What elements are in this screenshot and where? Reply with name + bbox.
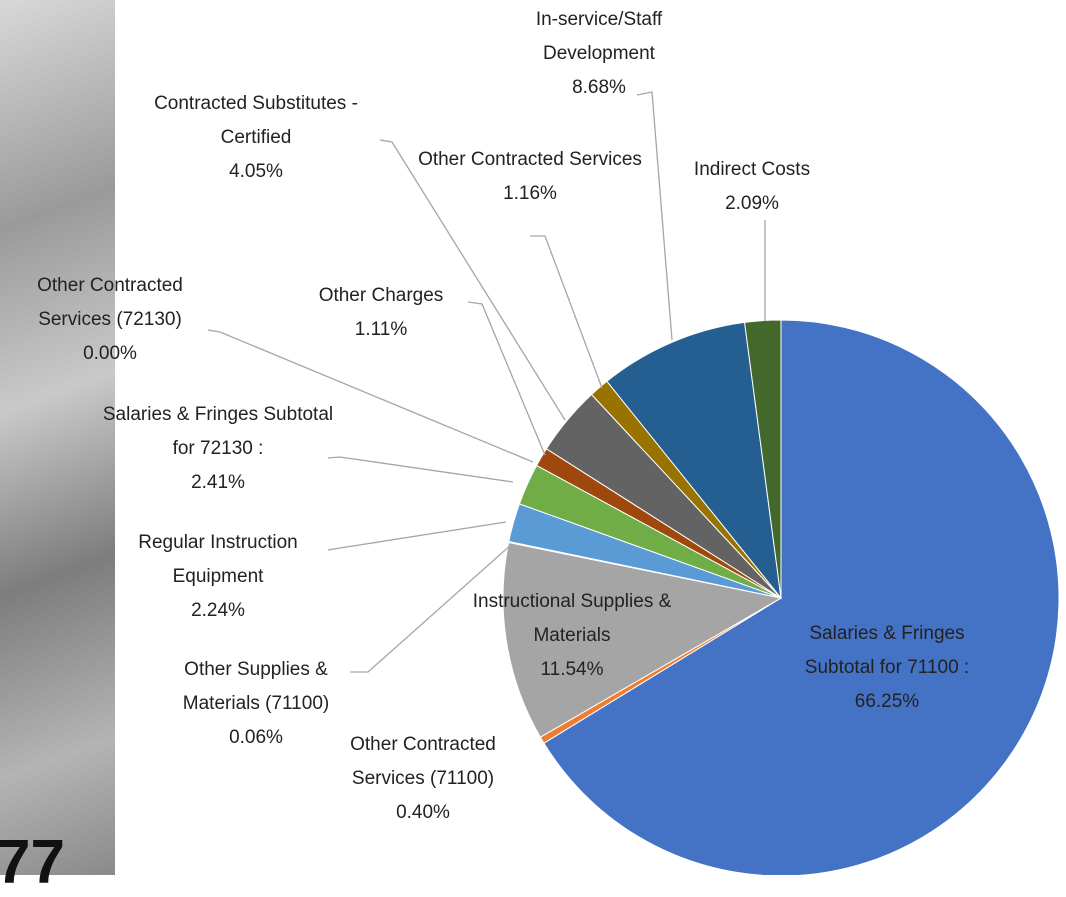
value-label: 8.68% (572, 77, 626, 98)
pie-slice (543, 319, 1060, 875)
value-label: 2.41% (191, 472, 245, 493)
leader-line (379, 139, 566, 421)
category-label: Instructional Supplies & Materials (472, 591, 672, 646)
value-label: 0.00% (83, 343, 137, 364)
data-label: Other Charges 1.11% (290, 279, 472, 347)
value-label: 66.25% (854, 691, 920, 712)
value-label: 2.09% (725, 193, 779, 214)
data-label: Other Contracted Services 1.16% (400, 143, 660, 211)
category-label: Contracted Substitutes - Certified (154, 93, 358, 148)
leader-line (636, 91, 673, 341)
background-photo (0, 0, 115, 875)
value-label: 1.16% (503, 183, 557, 204)
value-label: 0.40% (396, 802, 450, 823)
leader-line (327, 456, 514, 483)
leader-line (530, 235, 603, 389)
value-label: 2.24% (191, 600, 245, 621)
data-label: Regular Instruction Equipment 2.24% (100, 526, 336, 628)
value-label: 4.05% (229, 161, 283, 182)
pie-slice (606, 321, 782, 600)
data-label: In-service/Staff Development 8.68% (510, 3, 688, 105)
category-label: Other Contracted Services (418, 149, 642, 170)
leader-line (207, 329, 534, 463)
category-label: Other Contracted Services (72130) (37, 275, 183, 330)
data-label: Other Supplies & Materials (71100) 0.06% (150, 653, 362, 755)
category-label: Other Supplies & Materials (71100) (182, 659, 330, 714)
data-label: Salaries & Fringes Subtotal for 72130 : 2… (100, 398, 336, 500)
leader-line (467, 301, 546, 456)
chart (207, 91, 1060, 875)
category-label: Regular Instruction Equipment (138, 532, 298, 587)
data-label: Salaries & Fringes Subtotal for 71100 : 6… (777, 617, 997, 719)
leader-line (327, 521, 507, 551)
data-label: Instructional Supplies & Materials 11.54% (462, 585, 682, 687)
data-label: Contracted Substitutes - Certified 4.05% (125, 87, 387, 189)
category-label: Other Charges (318, 285, 444, 306)
data-label: Indirect Costs 2.09% (660, 153, 844, 221)
category-label: In-service/Staff Development (535, 9, 663, 64)
value-label: 1.11% (354, 319, 408, 340)
value-label: 0.06% (229, 727, 283, 748)
pie-slice (502, 541, 783, 738)
category-label: Salaries & Fringes Subtotal for 72130 : (102, 404, 334, 459)
leader-line (350, 543, 513, 673)
data-label: Other Contracted Services (72130) 0.00% (0, 269, 220, 371)
category-label: Salaries & Fringes Subtotal for 71100 : (804, 623, 970, 678)
value-label: 11.54% (540, 659, 604, 680)
category-label: Indirect Costs (693, 159, 811, 180)
category-label: Other Contracted Services (71100) (350, 734, 496, 789)
data-label: Other Contracted Services (71100) 0.40% (318, 728, 528, 830)
pie-slice (744, 319, 782, 599)
